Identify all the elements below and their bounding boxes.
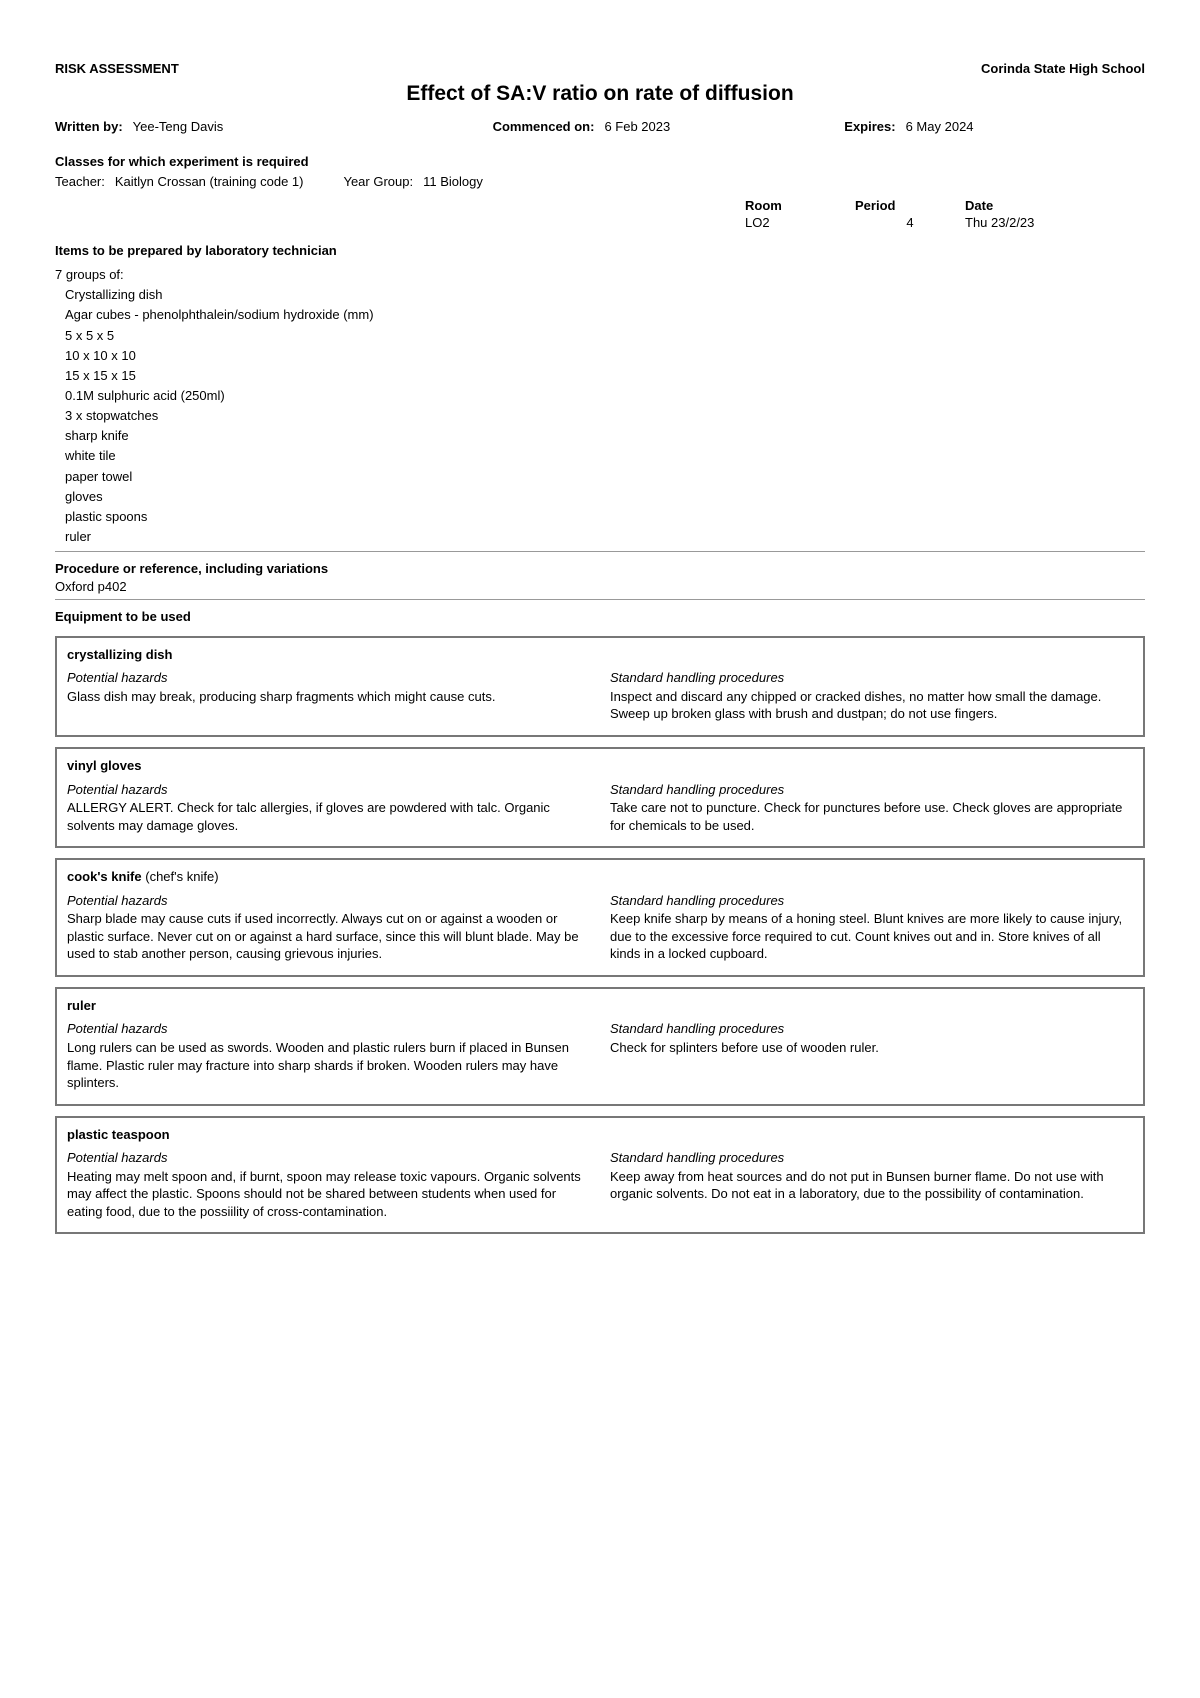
- items-line: 0.1M sulphuric acid (250ml): [55, 386, 1145, 406]
- classes-heading: Classes for which experiment is required: [55, 153, 1145, 171]
- written-by-label: Written by:: [55, 118, 123, 136]
- hazards-text: ALLERGY ALERT. Check for talc allergies,…: [67, 799, 590, 834]
- equipment-box: cook's knife (chef's knife) Potential haz…: [55, 858, 1145, 977]
- hazards-heading: Potential hazards: [67, 1020, 590, 1038]
- procedures-heading: Standard handling procedures: [610, 669, 1133, 687]
- items-line: Crystallizing dish: [55, 285, 1145, 305]
- expires-value: 6 May 2024: [906, 118, 974, 136]
- commenced-value: 6 Feb 2023: [604, 118, 670, 136]
- items-heading: Items to be prepared by laboratory techn…: [55, 242, 1145, 260]
- header-row: RISK ASSESSMENT Corinda State High Schoo…: [55, 60, 1145, 78]
- items-line: paper towel: [55, 467, 1145, 487]
- procedures-text: Inspect and discard any chipped or crack…: [610, 688, 1133, 723]
- hazards-text: Glass dish may break, producing sharp fr…: [67, 688, 590, 706]
- procedures-heading: Standard handling procedures: [610, 781, 1133, 799]
- items-lead: 7 groups of:: [55, 265, 1145, 285]
- schedule-table: Room Period Date LO2 4 Thu 23/2/23: [745, 197, 1145, 232]
- procedures-heading: Standard handling procedures: [610, 1149, 1133, 1167]
- items-line: 15 x 15 x 15: [55, 366, 1145, 386]
- cell-date: Thu 23/2/23: [965, 214, 1145, 232]
- equipment-name: crystallizing dish: [67, 646, 1133, 664]
- divider: [55, 599, 1145, 600]
- hazards-text: Long rulers can be used as swords. Woode…: [67, 1039, 590, 1092]
- procedures-text: Take care not to puncture. Check for pun…: [610, 799, 1133, 834]
- page-title: Effect of SA:V ratio on rate of diffusio…: [55, 80, 1145, 108]
- equipment-name: ruler: [67, 997, 1133, 1015]
- procedures-text: Keep away from heat sources and do not p…: [610, 1168, 1133, 1203]
- hazards-heading: Potential hazards: [67, 781, 590, 799]
- items-line: sharp knife: [55, 426, 1145, 446]
- equipment-name: cook's knife (chef's knife): [67, 868, 1133, 886]
- divider: [55, 551, 1145, 552]
- hazards-text: Heating may melt spoon and, if burnt, sp…: [67, 1168, 590, 1221]
- equipment-name: plastic teaspoon: [67, 1126, 1133, 1144]
- doc-type: RISK ASSESSMENT: [55, 60, 179, 78]
- items-line: ruler: [55, 527, 1145, 547]
- equipment-box: vinyl gloves Potential hazardsALLERGY ALE…: [55, 747, 1145, 848]
- items-line: Agar cubes - phenolphthalein/sodium hydr…: [55, 305, 1145, 325]
- teacher-value: Kaitlyn Crossan (training code 1): [115, 173, 304, 191]
- hazards-text: Sharp blade may cause cuts if used incor…: [67, 910, 590, 963]
- hazards-heading: Potential hazards: [67, 669, 590, 687]
- expires-label: Expires:: [844, 118, 895, 136]
- equipment-heading: Equipment to be used: [55, 608, 1145, 626]
- hazards-heading: Potential hazards: [67, 1149, 590, 1167]
- equipment-box: plastic teaspoon Potential hazardsHeating…: [55, 1116, 1145, 1235]
- cell-period: 4: [855, 214, 965, 232]
- cell-room: LO2: [745, 214, 855, 232]
- col-period: Period: [855, 197, 965, 215]
- equipment-box: crystallizing dish Potential hazardsGlass…: [55, 636, 1145, 737]
- items-line: plastic spoons: [55, 507, 1145, 527]
- items-line: gloves: [55, 487, 1145, 507]
- procedures-heading: Standard handling procedures: [610, 1020, 1133, 1038]
- procedure-heading: Procedure or reference, including variat…: [55, 560, 1145, 578]
- year-group-label: Year Group:: [343, 173, 413, 191]
- equipment-box: ruler Potential hazardsLong rulers can be…: [55, 987, 1145, 1106]
- col-date: Date: [965, 197, 1145, 215]
- school-name: Corinda State High School: [981, 60, 1145, 78]
- col-room: Room: [745, 197, 855, 215]
- items-line: white tile: [55, 446, 1145, 466]
- commenced-label: Commenced on:: [493, 118, 595, 136]
- hazards-heading: Potential hazards: [67, 892, 590, 910]
- procedures-text: Check for splinters before use of wooden…: [610, 1039, 1133, 1057]
- procedure-ref: Oxford p402: [55, 578, 1145, 596]
- items-line: 3 x stopwatches: [55, 406, 1145, 426]
- classes-row: Teacher: Kaitlyn Crossan (training code …: [55, 173, 1145, 191]
- items-line: 5 x 5 x 5: [55, 326, 1145, 346]
- meta-row: Written by: Yee-Teng Davis Commenced on:…: [55, 118, 1145, 136]
- procedures-text: Keep knife sharp by means of a honing st…: [610, 910, 1133, 963]
- year-group-value: 11 Biology: [423, 173, 483, 191]
- procedures-heading: Standard handling procedures: [610, 892, 1133, 910]
- teacher-label: Teacher:: [55, 173, 105, 191]
- items-list: 7 groups of: Crystallizing dishAgar cube…: [55, 265, 1145, 547]
- written-by-value: Yee-Teng Davis: [133, 118, 224, 136]
- items-line: 10 x 10 x 10: [55, 346, 1145, 366]
- equipment-name: vinyl gloves: [67, 757, 1133, 775]
